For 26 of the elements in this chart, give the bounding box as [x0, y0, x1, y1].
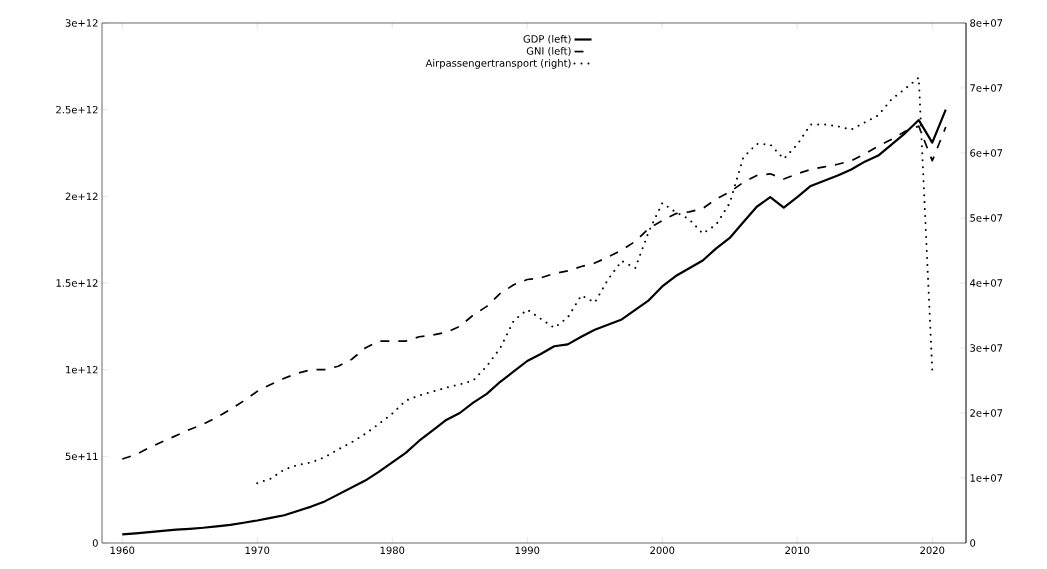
y-tick-label: 2.5e+12	[56, 105, 98, 114]
legend-label: GNI (left)	[526, 47, 571, 56]
y2-tick-label: 1e+07	[970, 474, 1003, 482]
y-tick-label: 0	[92, 539, 98, 547]
y2-tick-label: 2e+07	[970, 409, 1003, 417]
x-tick-label: 2020	[920, 546, 945, 555]
y-tick-label: 2e+12	[65, 192, 98, 201]
y2-tick-label: 6e+07	[970, 149, 1003, 157]
x-tick-label: 2000	[650, 546, 675, 555]
x-tick-label: 1970	[245, 546, 270, 555]
legend-label: GDP (left)	[523, 34, 571, 44]
legend-label: Airpassengertransport (right)	[425, 59, 571, 69]
y-tick-label: 5e+11	[65, 452, 98, 461]
y-tick-label: 3e+12	[65, 19, 98, 27]
y2-tick-label: 3e+07	[970, 344, 1003, 352]
y2-tick-label: 7e+07	[970, 84, 1003, 92]
y-tick-label: 1e+12	[66, 365, 98, 374]
x-tick-label: 1980	[380, 546, 405, 555]
x-tick-label: 1990	[515, 546, 540, 555]
y-tick-label: 1.5e+12	[56, 279, 98, 287]
y2-tick-label: 0	[970, 539, 976, 547]
y2-tick-label: 4e+07	[970, 279, 1003, 287]
y2-tick-label: 8e+07	[970, 19, 1003, 27]
x-tick-label: 2010	[785, 546, 810, 555]
x-tick-label: 1960	[110, 546, 135, 555]
y2-tick-label: 5e+07	[970, 214, 1003, 222]
